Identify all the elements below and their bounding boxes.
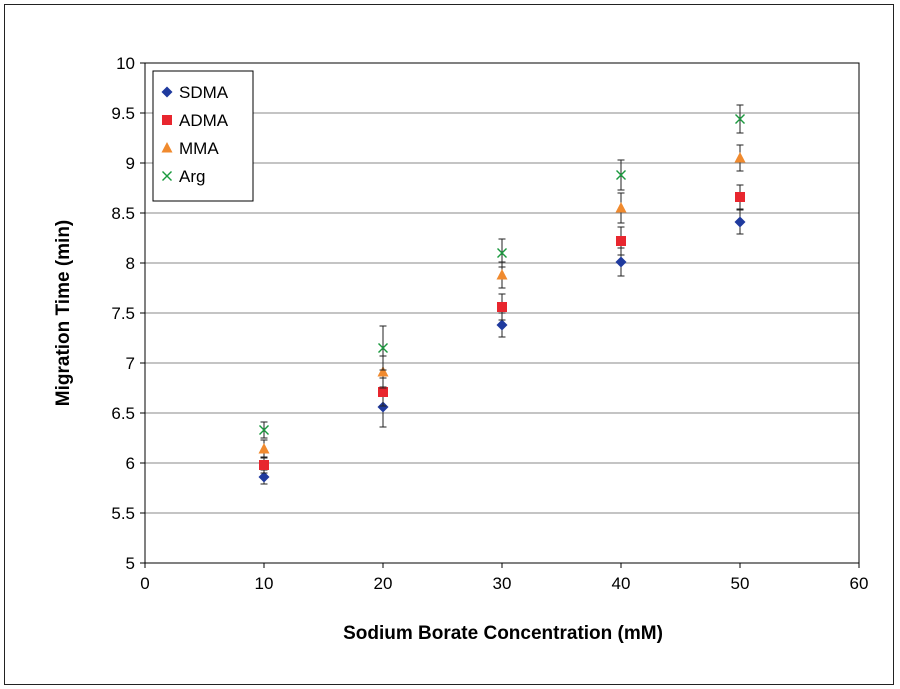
x-tick-label: 20 <box>374 574 393 593</box>
legend: SDMA ADMA MMA Arg <box>152 70 254 202</box>
y-tick-label: 5.5 <box>111 504 135 523</box>
x-tick-label: 10 <box>255 574 274 593</box>
marker-stroke <box>735 114 745 124</box>
x-tick-label: 60 <box>850 574 869 593</box>
data-point-mma <box>734 152 746 163</box>
legend-marker-mma <box>161 142 173 153</box>
data-point-arg <box>735 114 745 124</box>
y-tick-label: 6 <box>126 454 135 473</box>
chart: 5 5.5 6 6.5 7 7.5 8 8.5 9 9.5 10 0 10 20 30 40 50 60 Sodi… <box>53 54 868 644</box>
plot-area-border <box>144 62 860 564</box>
legend-label-mma: MMA <box>179 139 219 158</box>
y-tick-label: 9.5 <box>111 104 135 123</box>
marker-stroke <box>259 425 269 435</box>
chart-frame: 5 5.5 6 6.5 7 7.5 8 8.5 9 9.5 10 0 10 20 30 40 50 60 Sodi… <box>4 4 894 685</box>
x-tick-label: 50 <box>731 574 750 593</box>
tick-labels: 5 5.5 6 6.5 7 7.5 8 8.5 9 9.5 10 0 10 20 30 40 50 60 <box>111 54 868 593</box>
data-point-adma <box>616 236 626 246</box>
data-point-sdma <box>377 401 389 413</box>
data-point-arg <box>259 425 269 435</box>
data-point-arg <box>378 343 388 353</box>
data-point-adma <box>735 192 745 202</box>
marker-stroke <box>497 248 507 258</box>
data-point-mma <box>258 443 270 454</box>
axes <box>140 62 860 568</box>
legend-marker-adma <box>162 115 172 125</box>
marker-stroke <box>378 343 388 353</box>
x-axis-title: Sodium Borate Concentration (mM) <box>343 623 663 644</box>
legend-marker-sdma <box>161 86 173 98</box>
y-axis-title: Migration Time (min) <box>53 220 74 406</box>
y-tick-label: 10 <box>116 54 135 73</box>
data-point-sdma <box>496 319 508 331</box>
legend-label-adma: ADMA <box>179 111 229 130</box>
data-point-mma <box>377 366 389 377</box>
y-tick-label: 8.5 <box>111 204 135 223</box>
y-tick-label: 7.5 <box>111 304 135 323</box>
legend-label-arg: Arg <box>179 167 205 186</box>
data-point-adma <box>259 460 269 470</box>
x-tick-label: 40 <box>612 574 631 593</box>
y-tick-label: 7 <box>126 354 135 373</box>
data-marks <box>258 104 746 485</box>
data-point-sdma <box>615 256 627 268</box>
data-point-arg <box>497 248 507 258</box>
marker-stroke <box>616 170 626 180</box>
legend-marker-arg <box>162 171 172 181</box>
data-point-mma <box>496 269 508 280</box>
legend-label-sdma: SDMA <box>179 83 229 102</box>
y-tick-label: 6.5 <box>111 404 135 423</box>
data-point-sdma <box>258 471 270 483</box>
y-tick-label: 8 <box>126 254 135 273</box>
data-point-adma <box>497 302 507 312</box>
data-point-mma <box>615 202 627 213</box>
marker-stroke <box>162 171 172 181</box>
data-point-adma <box>378 387 388 397</box>
x-tick-label: 0 <box>140 574 149 593</box>
data-point-arg <box>616 170 626 180</box>
y-tick-label: 9 <box>126 154 135 173</box>
data-point-sdma <box>734 216 746 228</box>
y-tick-label: 5 <box>126 554 135 573</box>
x-tick-label: 30 <box>493 574 512 593</box>
